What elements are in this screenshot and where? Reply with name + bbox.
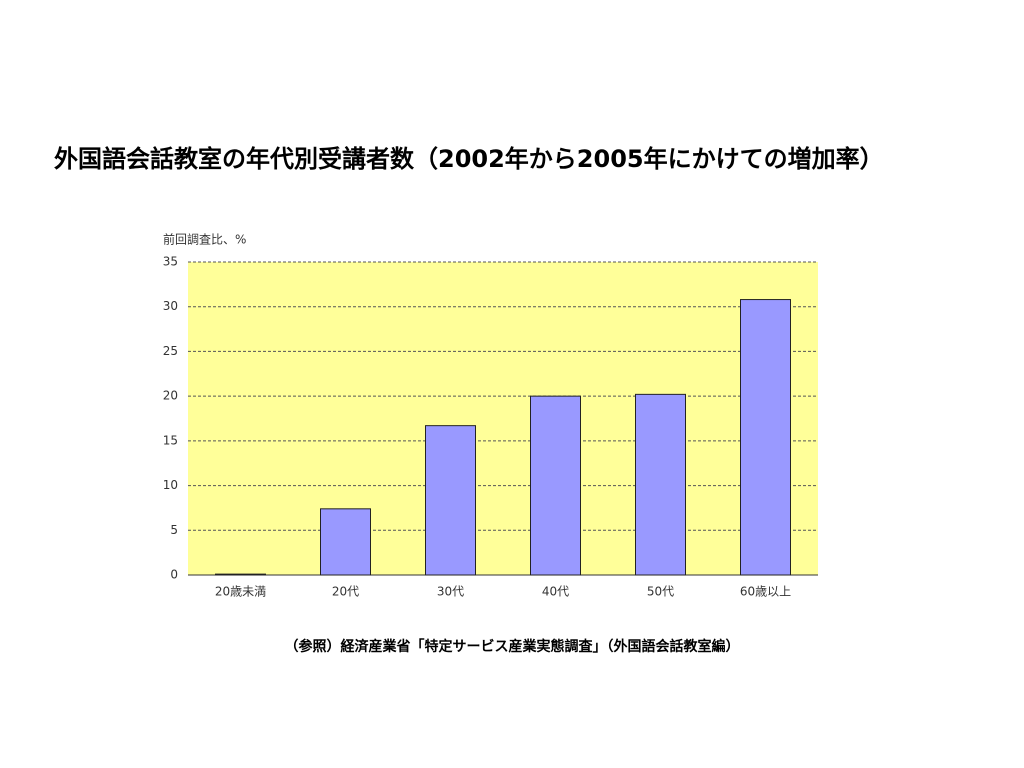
bar bbox=[425, 425, 476, 576]
x-tick-label: 30代 bbox=[437, 585, 464, 599]
caption: （参照）経済産業省「特定サービス産業実態調査」（外国語会話教室編） bbox=[284, 639, 740, 655]
y-tick-label: 30 bbox=[163, 299, 178, 313]
bar bbox=[530, 395, 581, 576]
y-tick-label: 0 bbox=[170, 568, 178, 582]
x-tick-label: 20代 bbox=[332, 585, 359, 599]
y-axis-label: 前回調査比、% bbox=[163, 232, 246, 247]
y-tick-label: 5 bbox=[170, 523, 178, 537]
y-tick-label: 20 bbox=[163, 389, 178, 403]
bar bbox=[320, 508, 371, 576]
chart-title: 外国語会話教室の年代別受講者数（2002年から2005年にかけての増加率） bbox=[54, 145, 884, 173]
bar bbox=[740, 299, 791, 576]
x-tick-label: 60歳以上 bbox=[740, 585, 791, 599]
y-tick-label: 35 bbox=[163, 255, 178, 269]
x-tick-label: 50代 bbox=[647, 585, 674, 599]
bar bbox=[215, 573, 266, 576]
y-tick-label: 25 bbox=[163, 344, 178, 358]
y-tick-label: 10 bbox=[163, 478, 178, 492]
bar bbox=[635, 393, 686, 576]
plot-area bbox=[188, 262, 818, 575]
x-tick-label: 20歳未満 bbox=[215, 585, 266, 599]
x-tick-label: 40代 bbox=[542, 585, 569, 599]
y-tick-label: 15 bbox=[163, 433, 178, 447]
